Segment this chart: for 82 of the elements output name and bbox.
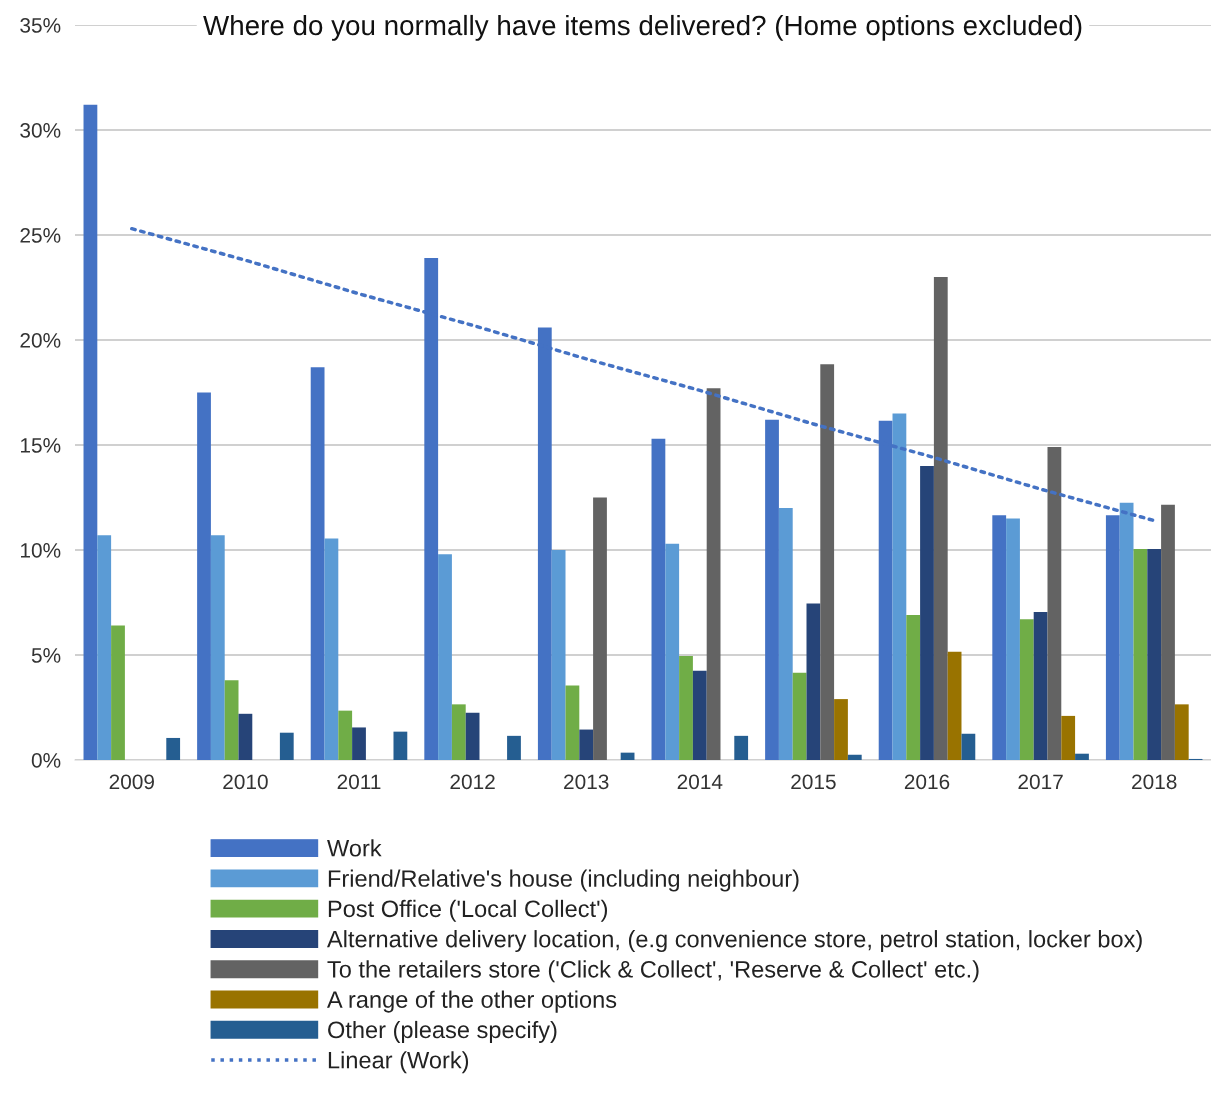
x-tick-label: 2018 [1132,774,1177,790]
bar [352,727,366,760]
bar [947,651,962,760]
bar [224,680,239,760]
bar [734,735,749,760]
bar [1133,548,1148,760]
x-tick-label: 2011 [337,774,381,790]
bar [565,685,580,760]
x-tick-label: 2015 [791,774,836,790]
bar [551,550,566,760]
bar [1161,504,1175,760]
y-tick-label: 35% [20,18,61,33]
bar [834,699,848,760]
bar [892,413,907,760]
y-tick-label: 15% [21,438,61,453]
bar [806,603,821,760]
bar [1019,619,1034,760]
bar [906,615,921,760]
legend-label: A range of the other options [326,990,617,1013]
bar [1105,515,1120,760]
bar [992,515,1007,760]
y-tick-label: 0% [31,753,61,768]
y-tick-label: 20% [20,333,61,348]
bar [451,704,466,760]
bar [338,710,353,760]
bar [210,535,225,760]
bar [279,732,294,760]
bar [665,543,680,760]
legend-label: Friend/Relative's house (including neighbour) [328,869,799,892]
legend-label: Linear (Work) [328,1051,469,1074]
y-tick-label: 10% [21,543,61,558]
x-tick-label: 2017 [1018,774,1063,790]
bar [166,737,181,760]
bar [1033,611,1048,760]
bar [692,670,707,760]
legend-label: Post Office ('Local Collect') [328,899,608,922]
bar [820,364,835,760]
bar [778,508,793,760]
legend-label: Work [327,839,382,857]
bar [920,466,934,760]
legend-label: Other (please specify) [328,1020,557,1043]
bar [579,729,594,760]
bar [1174,704,1189,760]
x-tick-label: 2013 [564,774,609,790]
x-tick-label: 2009 [109,774,154,790]
bar [1047,447,1062,760]
y-tick-label: 5% [31,648,61,663]
bar [620,752,635,760]
bar [1061,715,1076,760]
bar [792,672,807,760]
y-tick-label: 30% [20,123,61,138]
bar [111,625,125,760]
bar [765,419,779,760]
legend-label: Alternative delivery location, (e.g convenience store, petrol station, locker box) [326,930,1142,953]
bar [83,104,98,760]
chart-title: Where do you normally have items delivered? (Home options excluded) [203,14,1082,41]
x-tick-label: 2016 [904,774,950,790]
bar [97,535,112,760]
bar [507,735,521,760]
bar [651,438,666,760]
bar [847,754,862,760]
bar [961,733,976,760]
bar [706,388,721,760]
x-tick-label: 2012 [450,774,495,790]
bar [324,538,339,760]
bar [1075,753,1089,760]
bar [1006,518,1020,760]
x-tick-label: 2010 [223,774,268,790]
y-tick-label: 25% [20,228,61,243]
bar [393,731,408,760]
bar [933,277,948,760]
bar [438,554,452,760]
x-tick-label: 2014 [677,774,723,790]
bar [465,712,480,760]
legend-label: To the retailers store ('Click & Collect', 'Reserve & Collect' etc.) [327,960,979,983]
bar [1147,548,1162,760]
bar [238,713,253,760]
bar [679,656,693,760]
bar [197,392,211,760]
bar [1119,502,1134,760]
bar [593,497,607,760]
bar [310,367,325,760]
